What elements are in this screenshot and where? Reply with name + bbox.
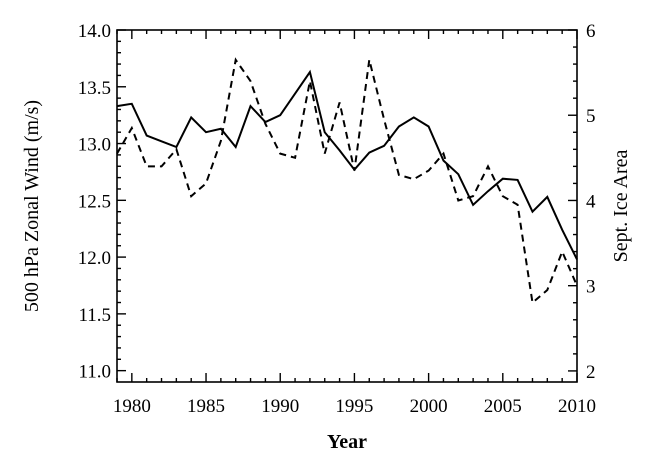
y-left-tick-label: 12.5 [78, 191, 111, 212]
y-left-tick-label: 14.0 [78, 21, 111, 42]
right-y-axis-title: Sept. Ice Area [610, 150, 632, 263]
x-tick-label: 1980 [113, 396, 151, 417]
zonal-wind-line [116, 69, 578, 260]
y-left-tick-label: 12.0 [78, 248, 111, 269]
y-left-tick-label: 11.0 [78, 362, 111, 383]
y-right-tick-label: 6 [586, 21, 596, 42]
x-tick-label: 2010 [558, 396, 596, 417]
x-tick-label: 2000 [410, 396, 448, 417]
y-right-tick-label: 2 [586, 362, 596, 383]
y-left-tick-label: 11.5 [78, 305, 111, 326]
tick-marks [116, 29, 578, 382]
x-tick-label: 1990 [261, 396, 299, 417]
tick-labels: 1980 1985 1990 1995 2000 2005 2010 11.0 11.5 12.0… [78, 21, 596, 417]
y-right-tick-label: 5 [586, 106, 596, 127]
ice-area-line [116, 57, 578, 305]
x-axis-title: Year [327, 431, 367, 453]
x-tick-label: 1995 [335, 396, 373, 417]
x-tick-label: 2005 [484, 396, 522, 417]
plot-frame [116, 29, 578, 383]
y-left-tick-label: 13.5 [78, 78, 111, 99]
left-y-axis-title: 500 hPa Zonal Wind (m/s) [21, 100, 43, 312]
x-tick-label: 1985 [187, 396, 225, 417]
y-left-tick-label: 13.0 [78, 135, 111, 156]
y-right-tick-label: 4 [586, 191, 596, 212]
y-right-tick-label: 3 [586, 277, 596, 298]
